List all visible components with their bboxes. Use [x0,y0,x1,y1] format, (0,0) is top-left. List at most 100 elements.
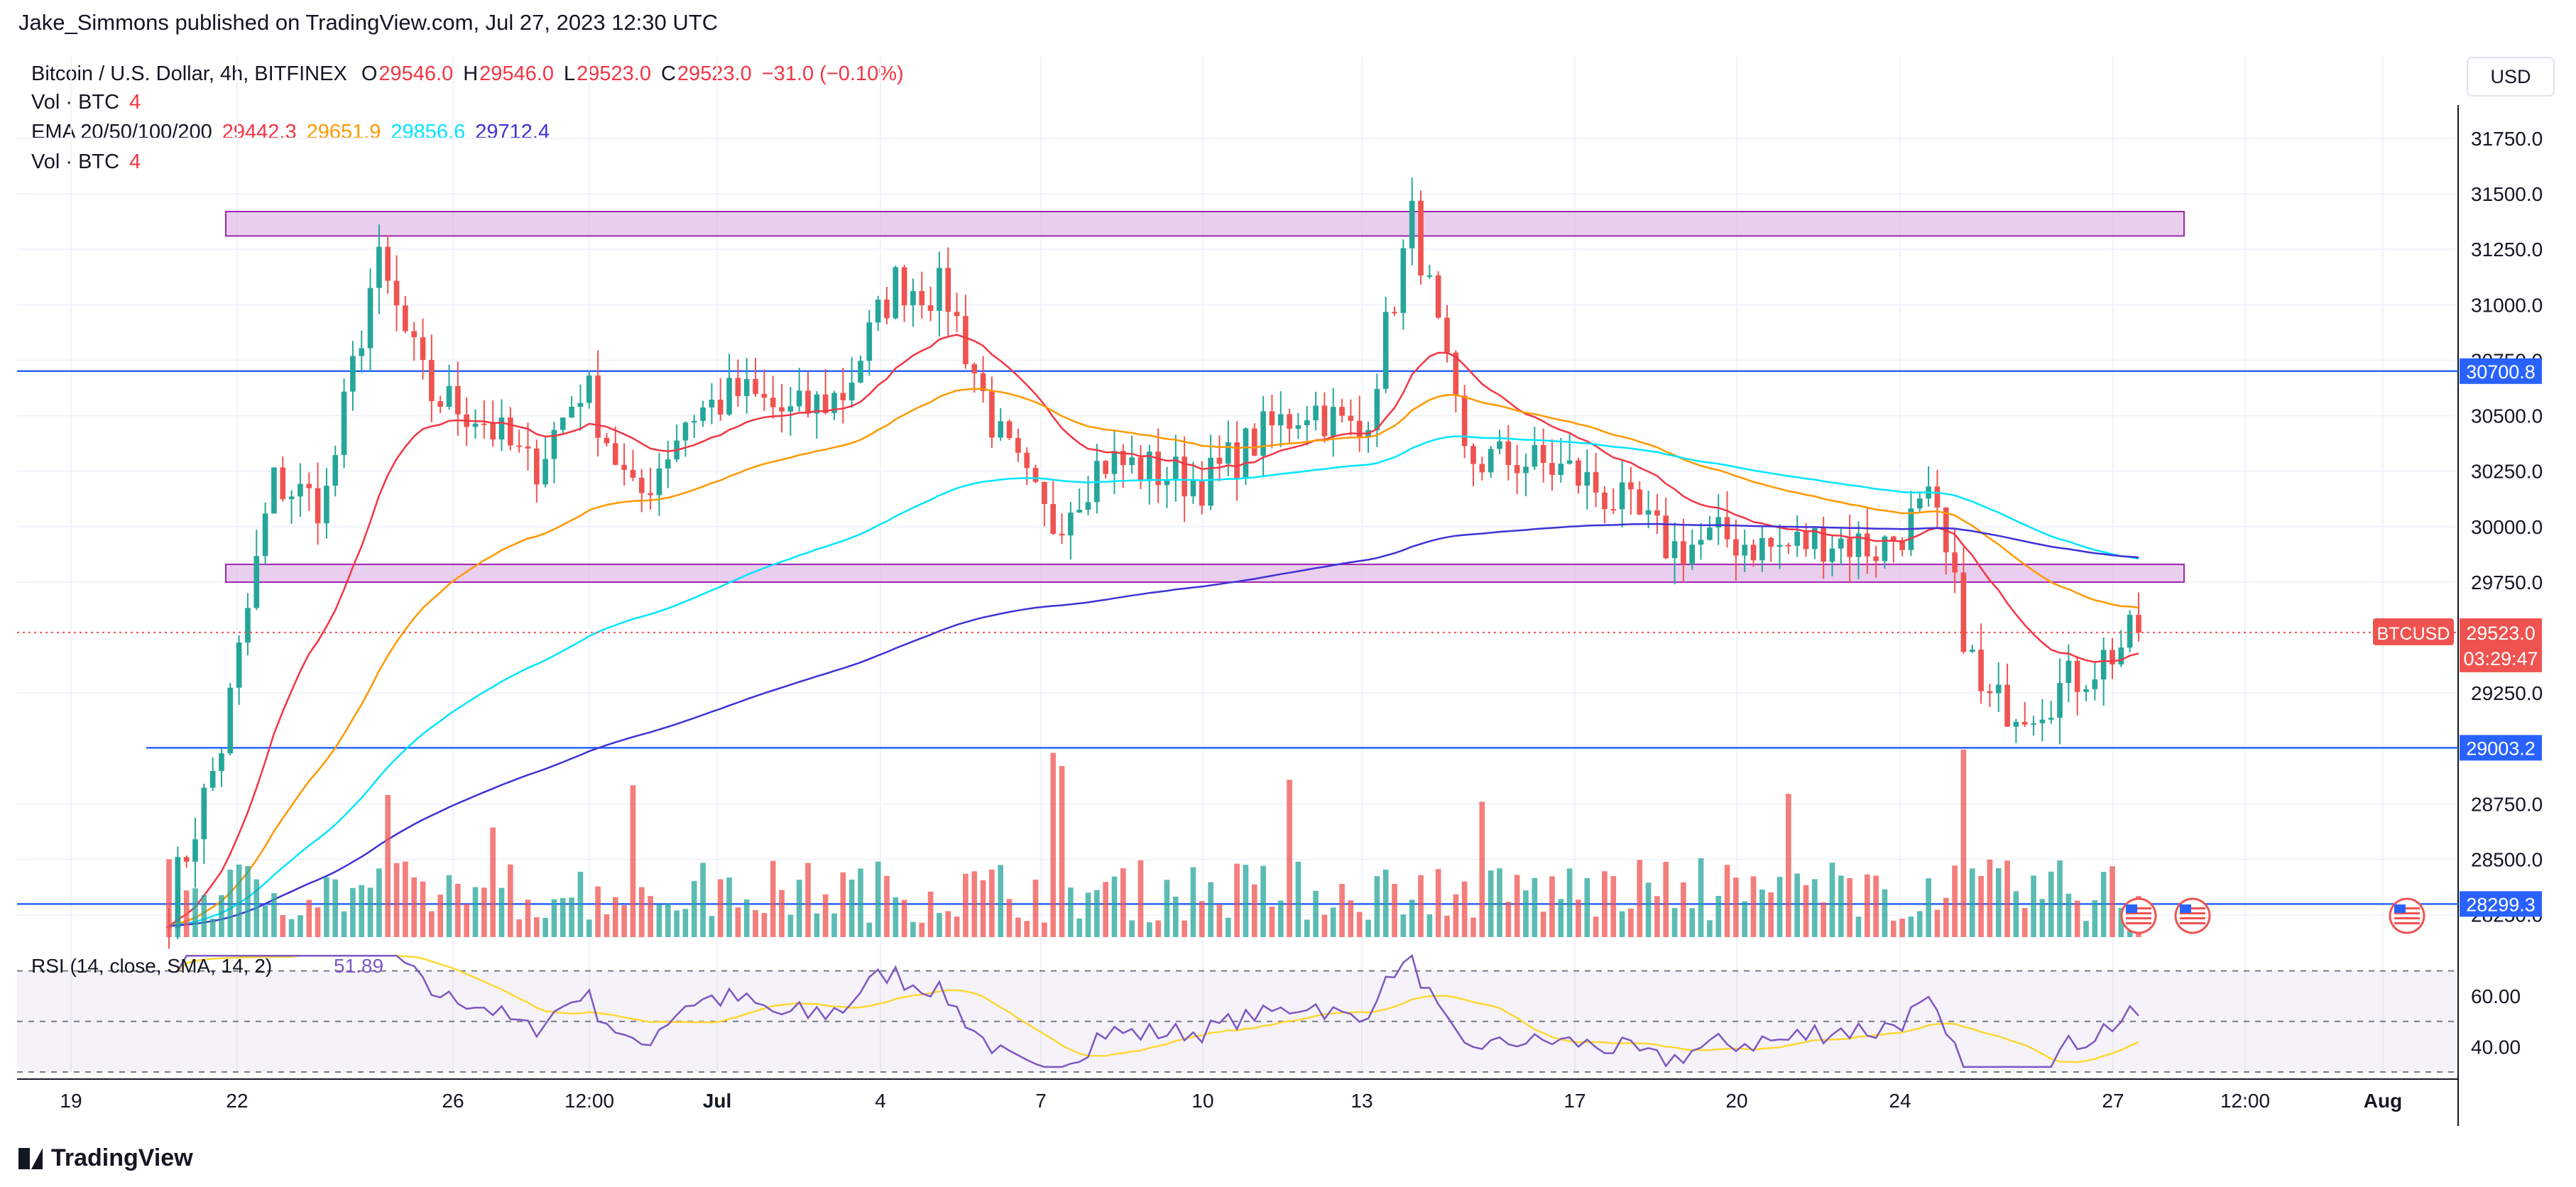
candle-body [1330,407,1336,437]
volume-bar [542,917,548,937]
candle-body [1374,388,1380,430]
candle-body [963,316,968,365]
candle-body [1444,317,1450,353]
time-tick-label: 13 [1350,1090,1372,1112]
countdown-text: 03:29:47 [2463,648,2538,669]
us-flag-event-icon[interactable] [2120,897,2157,934]
candle-body [1155,452,1161,486]
symbol-tag-box [2373,618,2454,645]
volume-bar [1838,875,1844,937]
volume-bar [1619,911,1625,937]
volume-bar [245,865,251,937]
ohlc-low-label: L [564,62,576,85]
candle-body [1470,446,1476,464]
tradingview-logo[interactable]: TradingView [18,1144,193,1172]
volume-bar [1032,880,1039,937]
candle-body [1199,480,1205,506]
volume-bar [1444,915,1450,937]
volume-bar [1759,890,1765,937]
symbol-legend: Bitcoin / U.S. Dollar, 4h, BITFINEX O2954… [31,62,914,86]
volume-bar [1943,897,1949,937]
candle-body [1969,650,1975,652]
candle-body [525,446,531,449]
us-flag-event-icon[interactable] [2389,897,2425,934]
volume-legend-2[interactable]: Vol · BTC 4 [31,151,151,174]
volume-bar [315,907,321,937]
candle-body [1208,457,1213,506]
volume-bar [1251,884,1257,937]
candle-body [1794,531,1800,546]
candle-body [1461,395,1468,447]
time-tick-label: 7 [1035,1090,1047,1112]
volume-bar [1882,889,1888,937]
candle-body [805,390,811,414]
candle-body [2100,650,2107,680]
candle-body [848,382,855,400]
candle-body [621,464,627,470]
currency-button[interactable]: USD [2467,57,2555,97]
candle-body [350,356,356,392]
candle-body [1409,200,1415,248]
rsi-tick-label: 40.00 [2471,1036,2521,1058]
candle-body [1803,531,1809,549]
candle-body [1847,538,1852,557]
volume-bar [753,909,758,937]
volume-bar [621,905,627,937]
volume-bar [1365,919,1371,937]
volume-bar [1681,882,1686,937]
candle-body [1855,533,1862,557]
candle-body [656,468,662,496]
flag-stripe [2180,912,2205,914]
symbol-title[interactable]: Bitcoin / U.S. Dollar, 4h, BITFINEX [31,62,347,85]
volume-bar [1225,917,1231,937]
volume-legend[interactable]: Vol · BTC 4 [31,91,151,114]
candle-body [1085,502,1091,510]
volume-bar [1864,874,1870,937]
candle-body [1750,545,1757,561]
volume-bar [1821,902,1826,937]
candle-body [1584,472,1590,486]
candle-body [691,420,697,423]
flag-stripe [2394,912,2420,914]
candle-body [1864,533,1870,557]
volume-bar [227,870,234,937]
volume-bar [2083,921,2089,937]
candle-body [2031,723,2036,725]
candle-body [1698,540,1704,545]
volume-bar [1689,908,1696,937]
volume-bar [1400,914,1407,937]
ema50-value: 29651.9 [306,121,381,143]
volume-bar [1313,890,1319,937]
volume-bar [1654,896,1660,937]
volume-bar [183,890,190,937]
candle-body [1934,486,1941,508]
volume-bar [359,885,365,937]
volume-bar [1321,914,1328,937]
us-flag-event-icon[interactable] [2174,897,2211,934]
candle-body [1812,528,1818,549]
volume-bar [1330,907,1336,937]
last-price-text: 29523.0 [2466,623,2536,644]
flag-stripe [2180,922,2205,924]
volume-bar [674,910,680,937]
price-chart[interactable]: 31750.031500.031250.031000.030750.030500… [0,0,2576,1136]
volume-bar [1488,870,1494,937]
ohlc-high-label: H [463,62,479,85]
volume-bar [175,914,181,937]
candle-body [1742,545,1748,556]
volume-bar [2118,907,2124,937]
price-tick-label: 28500.0 [2471,849,2543,871]
volume-bar [779,890,785,937]
candle-body [516,445,522,447]
volume-bar [455,883,461,937]
rsi-label[interactable]: RSI (14, close, SMA, 14, 2) [31,955,272,977]
volume-bar [2013,891,2019,937]
level-price-box [2460,735,2542,761]
volume-bar [1584,877,1590,937]
ohlc-high: 29546.0 [479,62,554,85]
candle-body [298,483,303,497]
volume-bar [411,877,417,937]
volume-bar [1208,882,1213,937]
ema-legend[interactable]: EMA 20/50/100/200 29442.3 29651.9 29856.6 29… [31,121,560,144]
volume-bar [2031,875,2036,937]
